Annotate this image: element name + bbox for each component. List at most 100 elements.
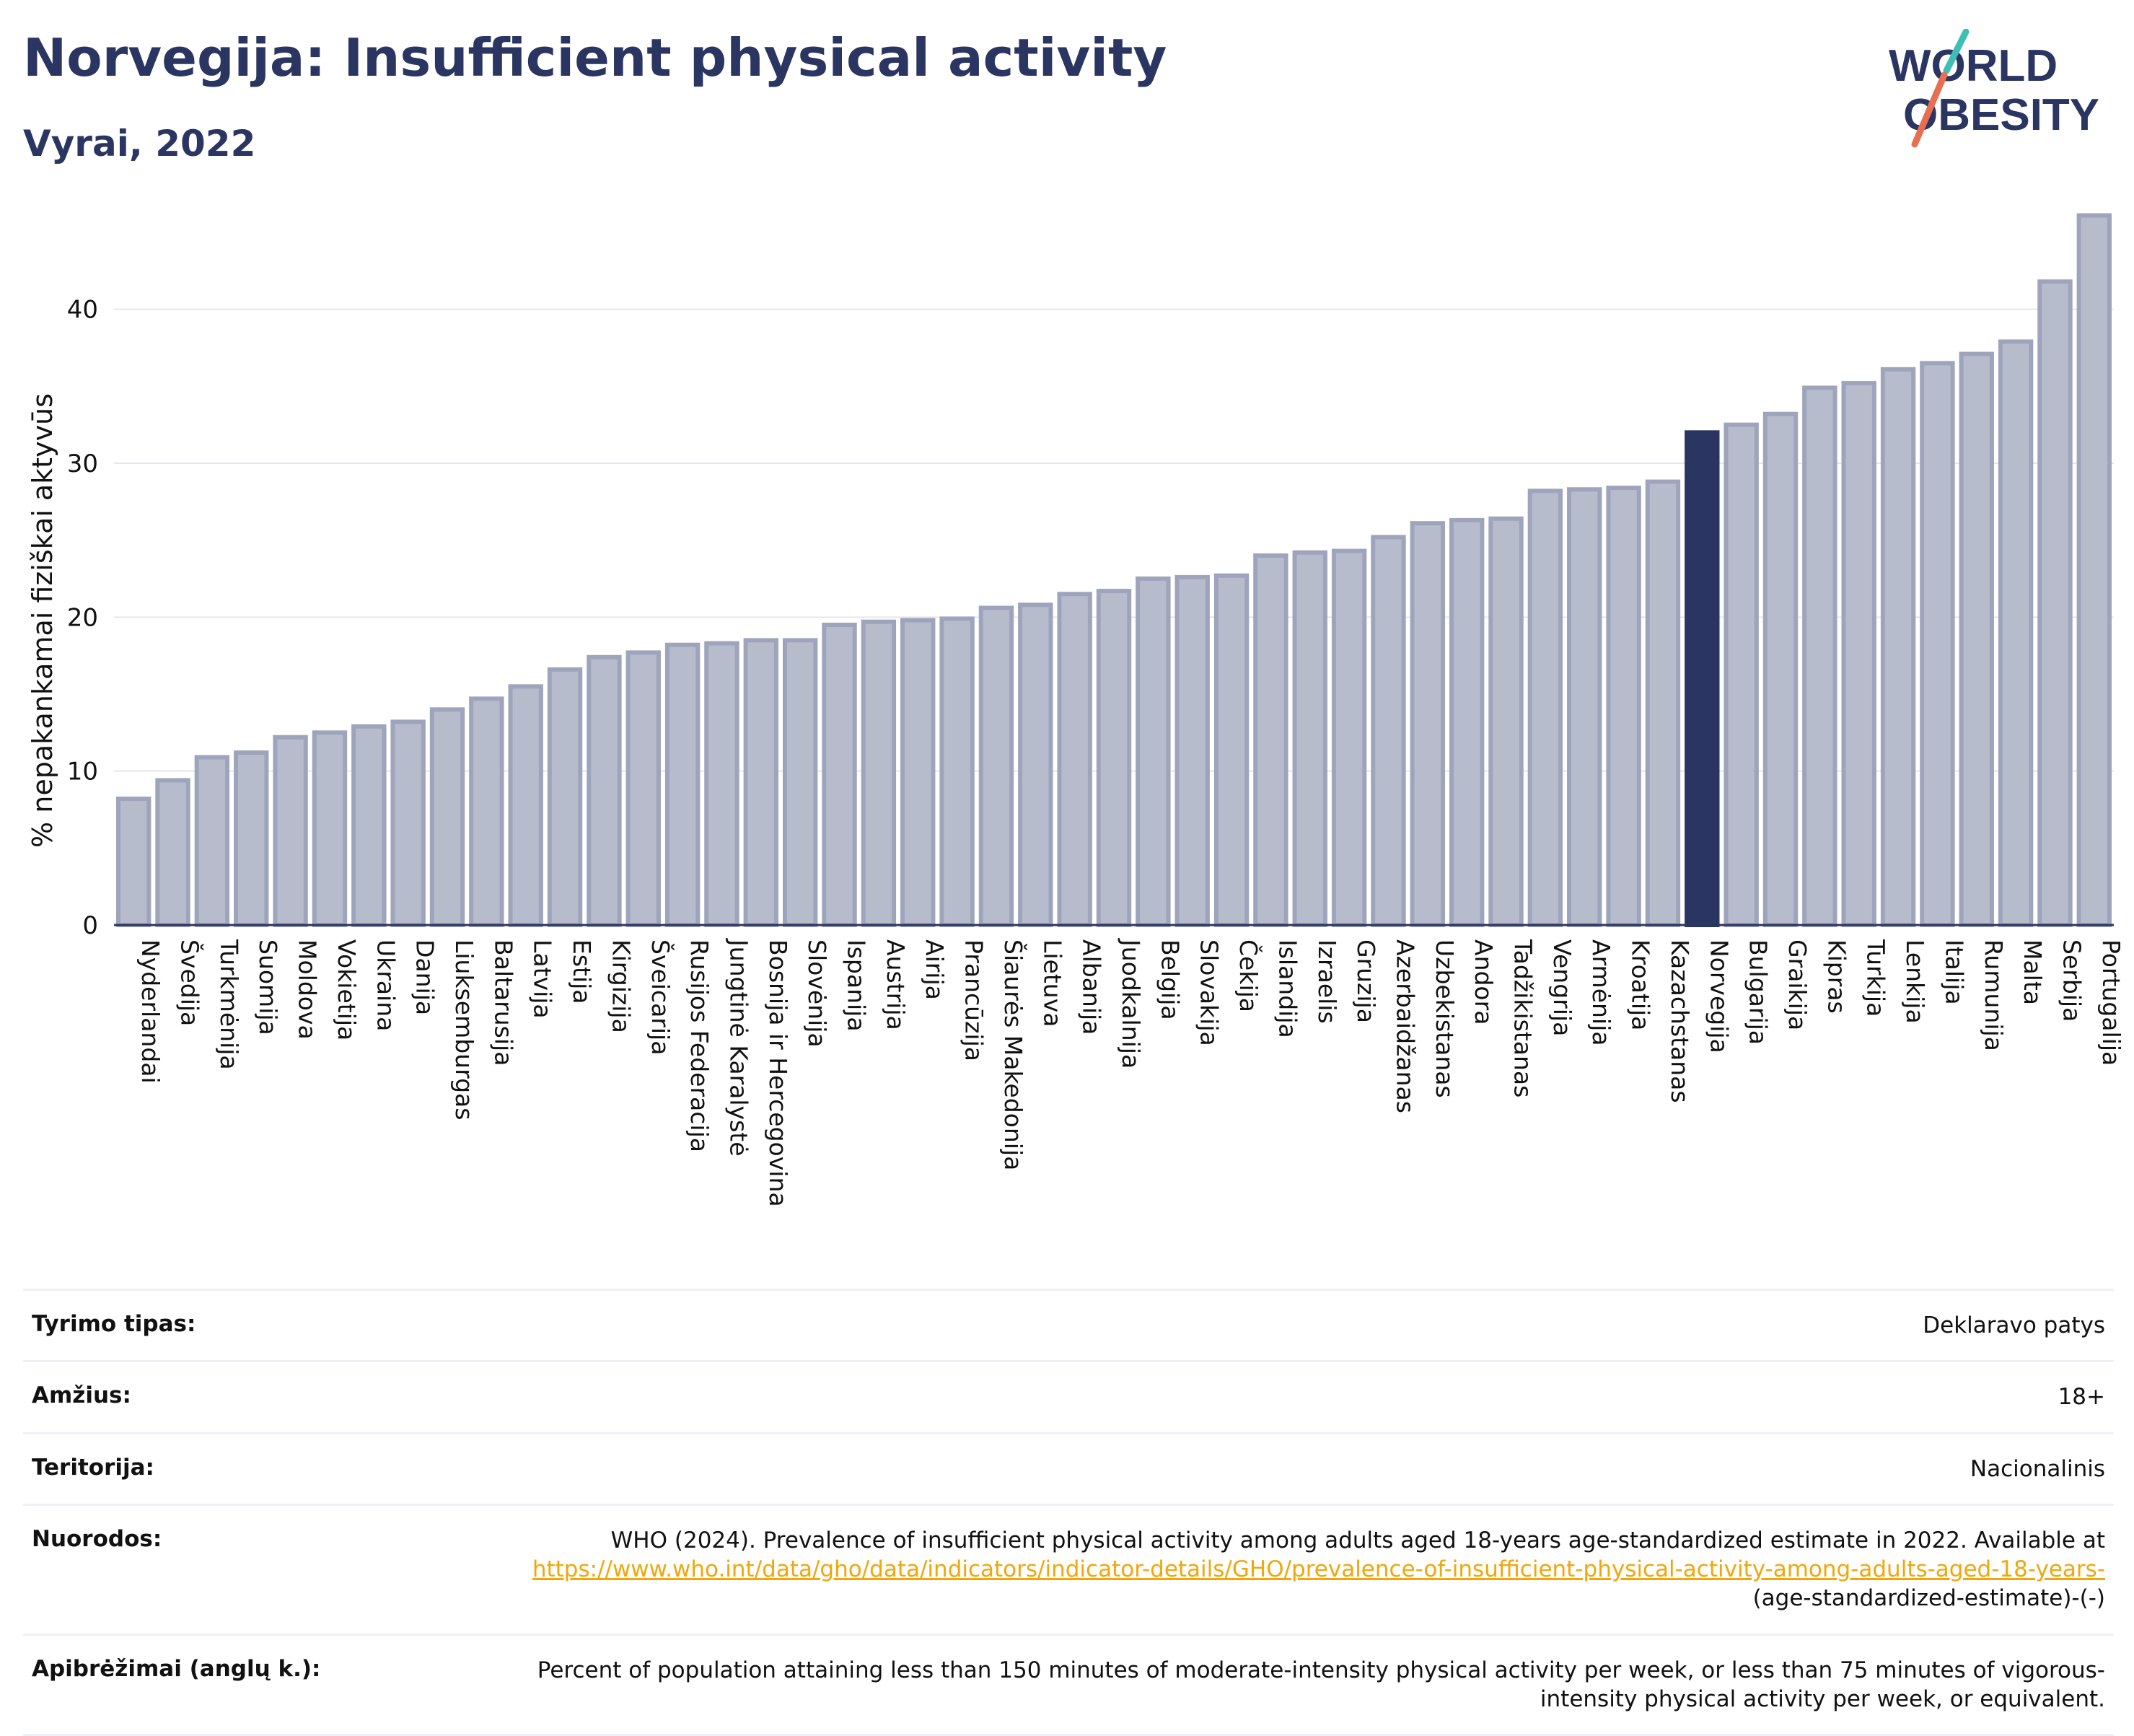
y-tick-label: 30: [67, 450, 98, 478]
meta-label: Amžius:: [32, 1382, 131, 1409]
x-tick-label: Latvija: [529, 939, 557, 1019]
x-tick-label: Čekija: [1234, 939, 1263, 1012]
x-tick-label: Baltarusija: [489, 939, 517, 1066]
bar: [1253, 553, 1288, 927]
x-tick-label: Slovakija: [1195, 939, 1224, 1046]
svg-text:WORLD: WORLD: [1889, 41, 2058, 91]
x-tick-label: Suomija: [254, 939, 282, 1035]
page-subtitle: Vyrai, 2022: [23, 123, 256, 165]
x-tick-label: Turkija: [1862, 939, 1890, 1017]
bar: [1096, 589, 1132, 927]
meta-value: Nacionalinis: [1970, 1455, 2105, 1482]
bar: [978, 605, 1014, 927]
bar: [1880, 367, 1916, 928]
x-tick-label: Kirgizija: [607, 939, 635, 1033]
bar: [587, 654, 622, 927]
meta-label: Tyrimo tipas:: [32, 1311, 196, 1337]
x-tick-label: Rumunija: [1980, 939, 2008, 1051]
meta-row-survey-type: Tyrimo tipas: Deklaravo patys: [23, 1289, 2114, 1360]
x-tick-label: Kipras: [1822, 939, 1850, 1014]
bar: [664, 642, 701, 927]
x-tick-label: Austrija: [882, 939, 910, 1030]
x-tick-label: Armėnija: [1587, 939, 1615, 1046]
bar: [1292, 550, 1327, 927]
x-tick-label: Švedija: [176, 939, 205, 1026]
y-tick-label: 10: [67, 758, 98, 786]
bar: [1371, 535, 1406, 927]
x-tick-label: Bosnija ir Hercegovina: [764, 939, 792, 1207]
bar: [704, 641, 739, 927]
bar: [782, 638, 818, 927]
x-tick-label: Lietuva: [1038, 939, 1066, 1027]
reference-text: WHO (2024). Prevalence of insufficient p…: [610, 1527, 2105, 1553]
bar: [2037, 279, 2073, 927]
x-tick-label: Šveicarija: [646, 939, 675, 1055]
bar: [1762, 411, 1799, 927]
meta-row-references: Nuorodos: WHO (2024). Prevalence of insu…: [23, 1503, 2114, 1634]
bar: [1057, 592, 1092, 927]
x-tick-label: Izraelis: [1313, 939, 1341, 1024]
bar: [1488, 516, 1524, 927]
x-tick-label: Lenkija: [1901, 939, 1929, 1024]
x-tick-label: Norvegija: [1705, 939, 1733, 1053]
bar: [547, 667, 583, 927]
bar: [1213, 573, 1250, 927]
bar: [625, 650, 661, 928]
y-tick-label: 0: [82, 911, 98, 940]
x-tick-label: Rusijos Federacija: [685, 939, 713, 1152]
bar: [234, 750, 269, 927]
x-tick-label: Gruzija: [1352, 939, 1380, 1023]
x-tick-label: Azerbaidžanas: [1391, 939, 1419, 1113]
bar: [861, 619, 897, 927]
bar-chart: 0 10 20 30 40 Nyderlandai Švedija Turkmėnija Suo…: [27, 213, 2125, 1207]
meta-value: Percent of population attaining less tha…: [537, 1657, 2105, 1713]
bar: [1998, 339, 2034, 927]
x-tick-label: Nyderlandai: [136, 939, 164, 1084]
bar: [155, 778, 190, 928]
meta-row-age: Amžius: 18+: [23, 1360, 2114, 1432]
bar: [1606, 486, 1641, 927]
x-tick-label: Slovėnija: [803, 939, 831, 1048]
world-obesity-logo: WORLD OBESITY: [1889, 29, 2099, 148]
meta-value: Deklaravo patys: [1923, 1312, 2105, 1338]
bar-highlighted: [1685, 430, 1720, 927]
x-tick-label: Šiaurės Makedonija: [999, 939, 1028, 1170]
metadata-table: Tyrimo tipas: Deklaravo patys Amžius: 18…: [23, 1289, 2114, 1736]
x-tick-label: Liuksemburgas: [450, 939, 478, 1120]
x-tick-label: Vengrija: [1548, 939, 1576, 1036]
bar: [900, 618, 936, 927]
bar: [1802, 385, 1837, 927]
bar: [429, 707, 465, 927]
reference-link[interactable]: https://www.who.int/data/gho/data/indica…: [532, 1556, 2105, 1583]
bar: [1920, 361, 1955, 928]
x-tick-label: Uzbekistanas: [1431, 939, 1459, 1098]
bar: [1174, 574, 1210, 927]
bar: [1724, 422, 1759, 927]
x-tick-label: Turkmėnija: [215, 939, 243, 1070]
x-tick-label: Islandija: [1273, 939, 1301, 1038]
bar: [273, 735, 308, 927]
bar: [194, 755, 230, 928]
bar: [822, 623, 857, 927]
bar: [1959, 351, 1994, 927]
x-tick-label: Belgija: [1156, 939, 1184, 1020]
bar: [1018, 602, 1053, 927]
meta-value: 18+: [2058, 1384, 2105, 1411]
x-tick-label: Ispanija: [843, 939, 871, 1032]
bar: [1136, 577, 1171, 927]
bar: [939, 616, 975, 927]
bar: [1449, 517, 1485, 927]
y-tick-label: 40: [67, 296, 98, 325]
x-tick-label: Juodkalnija: [1117, 938, 1145, 1069]
bar: [1841, 381, 1876, 927]
bar: [115, 797, 152, 927]
x-tick-label: Malta: [2019, 939, 2047, 1005]
bar: [2076, 213, 2112, 927]
x-tick-label: Kazachstanas: [1666, 939, 1694, 1103]
meta-label: Teritorija:: [32, 1454, 154, 1481]
bar: [312, 730, 348, 927]
x-tick-label: Moldova: [294, 939, 322, 1040]
x-tick-label: Jungtinė Karalystė: [724, 938, 752, 1157]
x-tick-label: Prancūzija: [960, 939, 988, 1061]
bar: [1645, 479, 1681, 927]
